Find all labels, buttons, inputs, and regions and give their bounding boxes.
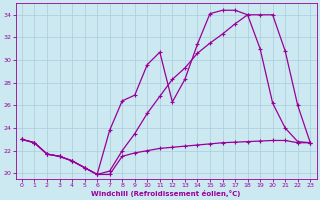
X-axis label: Windchill (Refroidissement éolien,°C): Windchill (Refroidissement éolien,°C): [92, 190, 241, 197]
